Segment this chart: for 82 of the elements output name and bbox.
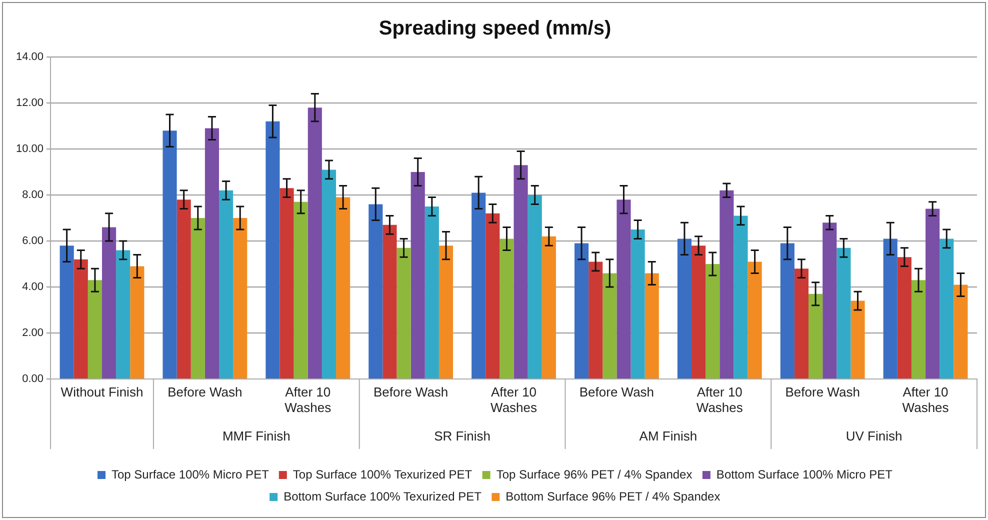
bar bbox=[780, 243, 794, 378]
y-tick-label: 4.00 bbox=[22, 281, 44, 294]
bar bbox=[308, 108, 322, 378]
bar bbox=[336, 197, 350, 378]
bar bbox=[897, 257, 912, 378]
bar bbox=[883, 238, 898, 378]
bar bbox=[677, 238, 692, 378]
bar bbox=[644, 273, 659, 378]
bar bbox=[190, 218, 205, 378]
bar bbox=[396, 248, 411, 378]
bar bbox=[219, 190, 234, 378]
bar bbox=[602, 273, 617, 378]
bar bbox=[940, 238, 954, 378]
bar bbox=[514, 165, 528, 378]
legend-label: Top Surface 96% PET / 4% Spandex bbox=[496, 467, 692, 482]
bar bbox=[438, 246, 454, 378]
bar bbox=[280, 188, 294, 378]
text: SR Finish bbox=[434, 428, 490, 444]
bar bbox=[836, 248, 851, 378]
bar bbox=[74, 259, 88, 378]
x-tick-label: After 10 Washes bbox=[902, 384, 950, 415]
bar bbox=[954, 284, 968, 378]
bar bbox=[130, 266, 144, 378]
y-tick-label: 6.00 bbox=[22, 235, 44, 248]
bar bbox=[926, 208, 940, 378]
bar bbox=[424, 206, 439, 378]
bar bbox=[808, 294, 823, 378]
x-tick-label: Before Wash bbox=[373, 384, 448, 400]
bar bbox=[542, 236, 556, 378]
bar bbox=[486, 213, 500, 378]
y-tick-label: 0.00 bbox=[22, 373, 44, 386]
x-tick-label: After 10 Washes bbox=[284, 384, 332, 415]
legend-label: Bottom Surface 96% PET / 4% Spandex bbox=[506, 489, 720, 504]
bar bbox=[162, 130, 177, 378]
bar bbox=[911, 280, 926, 378]
bar bbox=[630, 230, 645, 378]
x-tick-label: Before Wash bbox=[579, 384, 654, 400]
bar bbox=[410, 172, 425, 378]
x-tick-label: Before Wash bbox=[785, 384, 860, 400]
y-tick-label: 12.00 bbox=[16, 97, 44, 110]
y-tick-label: 8.00 bbox=[22, 189, 44, 202]
y-tick-label: 14.00 bbox=[16, 51, 44, 64]
x-tick-label: Without Finish bbox=[60, 384, 144, 400]
bar bbox=[500, 238, 514, 378]
bar bbox=[472, 192, 486, 378]
bar bbox=[720, 190, 734, 378]
text: UV Finish bbox=[846, 428, 902, 444]
bar bbox=[588, 262, 603, 378]
chart-title: Spreading speed (mm/s) bbox=[378, 18, 612, 40]
legend-label: Bottom Surface 100% Micro PET bbox=[716, 467, 894, 482]
x-tick-label: Before Wash bbox=[168, 384, 242, 400]
bar bbox=[822, 222, 837, 378]
legend-label: Bottom Surface 100% Texurized PET bbox=[284, 489, 482, 504]
bar bbox=[266, 121, 280, 378]
y-tick-label: 2.00 bbox=[22, 327, 44, 340]
bar bbox=[204, 128, 220, 378]
bar bbox=[322, 170, 336, 378]
bar bbox=[102, 227, 116, 378]
bar bbox=[233, 218, 248, 378]
bar bbox=[850, 300, 865, 378]
bar bbox=[692, 246, 706, 378]
x-tick-label: After 10 Washes bbox=[696, 384, 744, 415]
legend-label: Top Surface 100% Micro PET bbox=[111, 467, 270, 482]
x-tick-label: After 10 Washes bbox=[490, 384, 538, 415]
bar bbox=[706, 264, 720, 378]
bar bbox=[176, 200, 191, 378]
bar bbox=[528, 195, 542, 378]
bar bbox=[368, 204, 383, 378]
bar bbox=[734, 216, 748, 378]
bar bbox=[748, 262, 762, 378]
text: AM Finish bbox=[639, 428, 698, 444]
bar bbox=[382, 224, 397, 378]
legend-label: Top Surface 100% Texurized PET bbox=[292, 467, 473, 482]
bar bbox=[794, 268, 809, 378]
bar bbox=[294, 202, 308, 378]
text: MMF Finish bbox=[222, 428, 290, 444]
bar bbox=[616, 200, 631, 378]
bar bbox=[88, 280, 102, 378]
bar bbox=[60, 246, 74, 378]
bar bbox=[116, 250, 130, 378]
y-tick-label: 10.00 bbox=[16, 143, 44, 156]
bar bbox=[574, 243, 589, 378]
